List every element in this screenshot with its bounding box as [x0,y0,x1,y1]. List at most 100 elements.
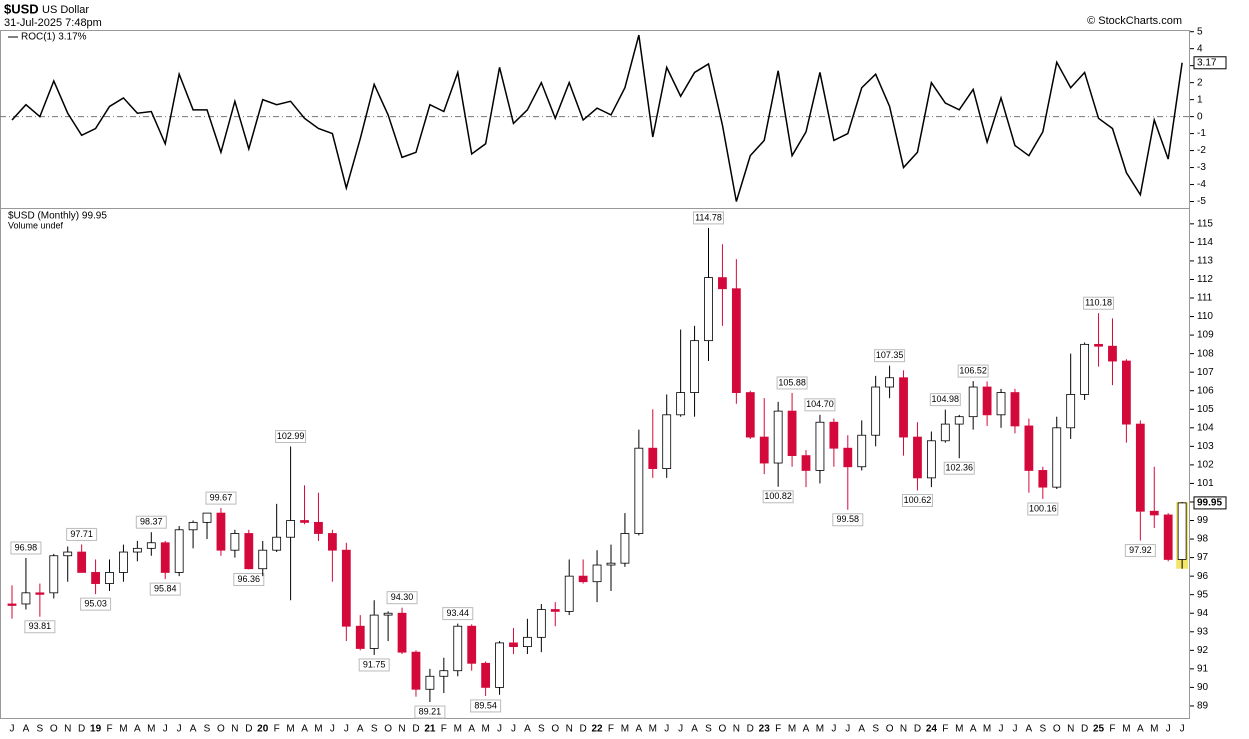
x-tick-label: J [163,724,168,735]
x-tick-label: D [245,724,252,735]
y-tick-label: -2 [1197,145,1206,156]
candle-body [453,625,463,672]
candle-body [954,416,964,425]
y-tick-label: 90 [1197,682,1209,693]
x-tick-label: 25 [1093,724,1105,735]
candle-body [314,521,323,534]
x-tick-label: S [37,724,44,735]
annotation: 99.67 [210,492,233,502]
y-tick-label: 101 [1197,478,1214,489]
annotation: 102.99 [277,431,305,441]
x-tick-label: J [344,724,349,735]
x-tick-label: A [691,724,698,735]
candle-body [523,636,532,648]
candle-body [119,551,128,573]
annotation-box [80,597,112,611]
y-tick-label: 105 [1197,404,1214,415]
candle-body [982,386,992,416]
x-tick-label: J [1012,724,1017,735]
candle-body [244,533,254,570]
candle-body [1080,343,1090,395]
volume-note: Volume undef [8,220,64,230]
candle-body [1177,502,1187,560]
price-legend: $USD (Monthly) 99.95 [8,211,107,222]
annotation: 97.92 [1129,545,1152,555]
last-value-label: 3.17 [1197,57,1217,68]
annotation: 100.16 [1029,503,1057,513]
y-tick-label: -3 [1197,162,1206,173]
y-tick-label: 97 [1197,552,1209,563]
x-tick-label: J [1180,724,1185,735]
x-tick-label: S [1039,724,1046,735]
x-tick-label: J [1166,724,1171,735]
candle-body [871,386,881,436]
annotation: 98.37 [140,517,163,527]
y-tick-label: 104 [1197,422,1214,433]
candle-body [564,575,574,612]
x-tick-label: 22 [591,724,603,735]
candle-body [1010,392,1020,427]
y-tick-label: 110 [1197,311,1213,322]
y-tick-label: 93 [1197,626,1209,637]
candle-body [815,421,825,471]
candle-body [411,651,421,690]
x-tick-label: O [217,724,225,735]
x-tick-label: M [286,724,294,735]
y-tick-label: 106 [1197,385,1214,396]
candle-body [592,564,602,583]
annotation: 99.58 [837,514,860,524]
roc-legend: ROC(1) 3.17% [21,32,87,43]
x-tick-label: J [678,724,683,735]
date: 31-Jul-2025 7:48pm [4,17,102,29]
candle-body [787,410,797,457]
x-tick-label: M [649,724,657,735]
y-tick-label: -4 [1197,179,1206,190]
x-tick-label: 24 [926,724,938,735]
candle-body [188,521,198,531]
x-tick-label: S [538,724,545,735]
y-tick-label: 4 [1197,43,1203,54]
x-tick-label: J [999,724,1004,735]
candle-body [704,277,713,342]
x-tick-label: F [106,724,112,735]
y-tick-label: 103 [1197,441,1214,452]
candle-body [425,675,435,690]
candle-body [202,512,212,523]
candle-body [35,592,45,595]
x-tick-label: A [524,724,531,735]
y-tick-label: 112 [1197,274,1213,285]
x-tick-label: 21 [424,724,436,735]
x-tick-label: J [177,724,182,735]
annotation-box [929,393,961,407]
x-tick-label: A [858,724,865,735]
x-tick-label: F [775,724,781,735]
candle-body [481,662,491,688]
candle-body [634,447,644,534]
candle-body [926,440,936,479]
x-tick-label: J [845,724,850,735]
x-tick-label: A [1026,724,1033,735]
annotation: 95.03 [84,599,107,609]
candle-body [996,392,1006,416]
annotation-box [1083,296,1115,310]
candle-body [759,436,769,464]
x-tick-label: D [914,724,921,735]
y-tick-label: 102 [1197,460,1214,471]
candle-body [105,572,114,584]
candle-body [899,377,908,438]
candle-body [91,572,100,584]
annotation-box [135,515,167,529]
candle-body [1024,425,1034,471]
x-tick-label: N [733,724,740,735]
x-tick-label: S [371,724,378,735]
candle-body [1108,345,1117,362]
x-tick-label: F [608,724,614,735]
x-tick-label: N [1067,724,1074,735]
annotation-box [943,461,975,475]
annotation-box [386,591,418,605]
x-tick-label: O [719,724,727,735]
roc-line [11,34,1183,202]
annotation: 107.35 [876,350,904,360]
annotation: 96.98 [15,542,38,552]
annotation: 89.21 [419,706,442,716]
